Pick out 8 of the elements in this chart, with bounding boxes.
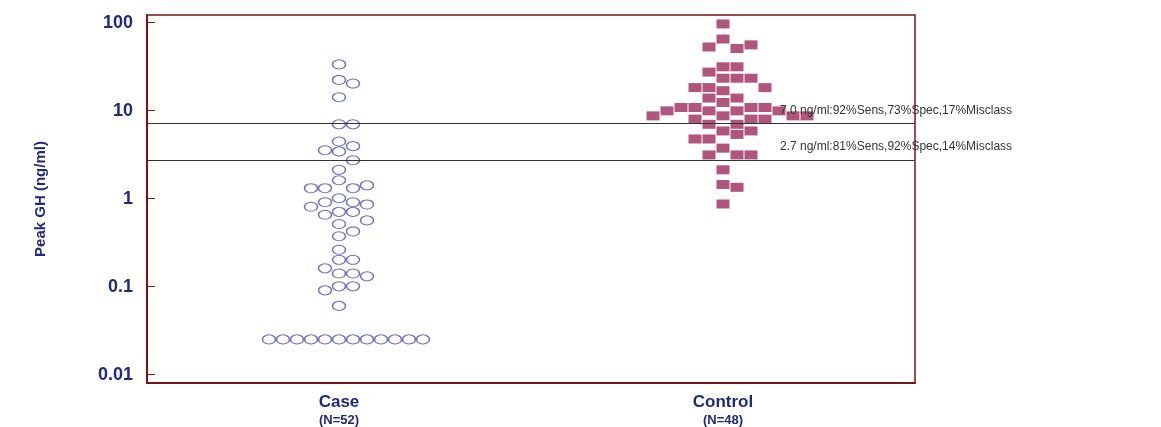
y-tick-label: 0.01: [97, 364, 133, 385]
y-tick-label: 10: [112, 100, 133, 121]
y-tick-label: 0.1: [107, 276, 133, 297]
y-tick-label: 1: [122, 188, 133, 209]
y-axis-title: Peak GH (ng/ml): [31, 141, 48, 257]
x-tick-label: Control (N=48): [692, 391, 754, 427]
y-tick-label: 100: [102, 11, 133, 32]
x-tick-label: Case (N=52): [318, 391, 360, 427]
